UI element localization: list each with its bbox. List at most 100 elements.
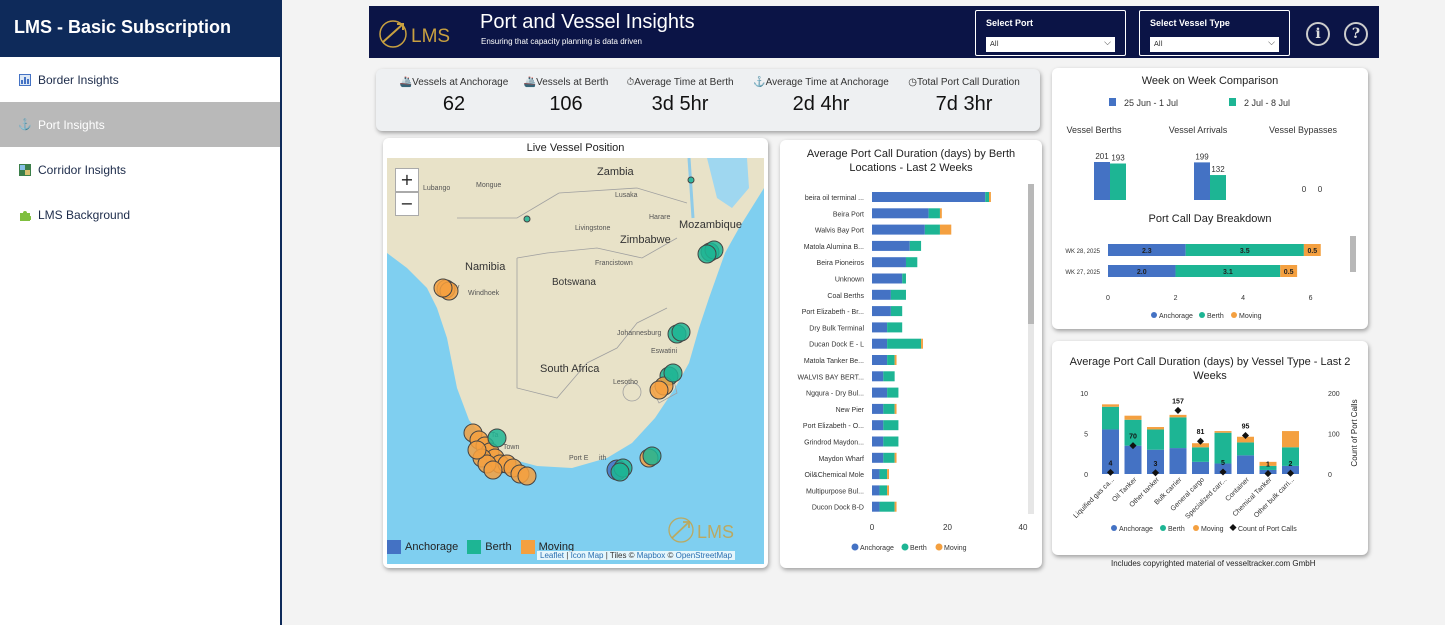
- week-bar-label: 132: [1211, 165, 1225, 174]
- berth-bar-berth: [883, 420, 899, 431]
- daybreakdown-bar-moving: [1280, 265, 1298, 277]
- berth-bar-anchorage: [872, 371, 884, 382]
- attribution-tiles: | Tiles ©: [603, 551, 637, 560]
- info-button[interactable]: i: [1306, 22, 1330, 46]
- anchor-icon: ⚓: [18, 119, 32, 131]
- week-bar: [1194, 162, 1210, 200]
- vessel-markers[interactable]: [433, 176, 724, 486]
- help-button[interactable]: ?: [1344, 22, 1368, 46]
- berth-bar-anchorage: [872, 452, 884, 463]
- kpi-value: 2d 4hr: [792, 93, 850, 115]
- vessel-type-slicer: Select Vessel Type All ⌵: [1139, 10, 1290, 56]
- count-label: 3: [1154, 461, 1158, 468]
- berth-bar-moving: [939, 224, 952, 235]
- berth-category-label: Port Elizabeth - O...: [803, 423, 864, 430]
- legend-diamond: [1229, 523, 1237, 532]
- week-bar-label: 193: [1111, 154, 1125, 163]
- vessel-type-bar-moving: [1147, 427, 1164, 430]
- daybreakdown-x-tick: 2: [1174, 295, 1178, 302]
- count-label: 4: [1109, 460, 1113, 467]
- kpi-value: 7d 3hr: [935, 93, 993, 115]
- zoom-out-button[interactable]: −: [395, 192, 419, 216]
- berth-category-label: beira oil terminal ...: [805, 195, 864, 202]
- berth-x-tick: 40: [1019, 523, 1028, 532]
- y-tick-right: 0: [1328, 472, 1332, 479]
- vessel-type-bar-moving: [1192, 443, 1209, 448]
- vessel-type-category: Specialized carr...: [1184, 476, 1228, 520]
- sidebar-item-corridor-insights[interactable]: Corridor Insights: [0, 147, 280, 192]
- y-tick-left: 0: [1084, 472, 1088, 479]
- count-label: 70: [1129, 434, 1137, 441]
- legend-label: 2 Jul - 8 Jul: [1244, 98, 1290, 108]
- berth-bar-moving: [939, 208, 942, 219]
- week-comparison-chart[interactable]: Week on Week Comparison 25 Jun - 1 Jul 2 J…: [1052, 68, 1368, 329]
- count-label: 81: [1197, 429, 1205, 436]
- vessel-type-select[interactable]: All ⌵: [1150, 37, 1279, 52]
- vessel-marker: [697, 244, 717, 264]
- vessel-type-category: Other bulk carri...: [1253, 476, 1296, 519]
- y-axis-right-label: Count of Port Calls: [1350, 399, 1359, 466]
- legend-dot: [935, 543, 943, 551]
- berth-bar-anchorage: [872, 322, 888, 333]
- sidebar-item-port-insights[interactable]: ⚓ Port Insights: [0, 102, 280, 147]
- legend-label: Count of Port Calls: [1238, 526, 1297, 533]
- vessel-type-bar-anchorage: [1102, 429, 1119, 474]
- daybreakdown-x-tick: 0: [1106, 295, 1110, 302]
- vessel-marker: [487, 428, 507, 448]
- daybreakdown-category: WK 27, 2025: [1065, 270, 1100, 276]
- daybreakdown-bar-berth: [1175, 265, 1281, 277]
- vessel-map[interactable]: Zambia Mozambique Zimbabwe Namibia Botsw…: [387, 158, 764, 564]
- berth-bar-berth: [887, 322, 903, 333]
- sidebar-item-label: Corridor Insights: [38, 162, 127, 177]
- berth-bar-anchorage: [872, 208, 929, 219]
- map-label-lusaka: Lusaka: [615, 192, 638, 199]
- port-select[interactable]: All ⌵: [986, 37, 1115, 52]
- vessel-marker: [523, 215, 531, 223]
- kpi-value: 62: [442, 93, 466, 115]
- berth-bar-berth: [883, 452, 895, 463]
- scrollbar-thumb[interactable]: [1350, 236, 1356, 272]
- sidebar-item-lms-background[interactable]: LMS Background: [0, 192, 280, 237]
- leaflet-link[interactable]: Leaflet: [540, 551, 565, 560]
- y-tick-left: 5: [1084, 432, 1088, 439]
- map-label-port-e: Port E: [569, 455, 589, 462]
- berth-bar-berth: [883, 436, 899, 447]
- kpi-label: Average Time at Berth: [634, 77, 734, 88]
- berth-category-label: New Pier: [836, 407, 865, 414]
- berth-bar-moving: [921, 338, 923, 349]
- chevron-down-icon: ⌵: [1268, 38, 1275, 48]
- map-attribution: Leaflet | Icon Map | Tiles © Mapbox © Op…: [537, 551, 736, 560]
- sidebar-item-border-insights[interactable]: Border Insights: [0, 57, 280, 102]
- daybreakdown-bar-label: 0.5: [1307, 248, 1317, 255]
- osm-link[interactable]: OpenStreetMap: [675, 551, 733, 560]
- kpi-label: Vessels at Berth: [536, 77, 609, 88]
- legend-label: Moving: [944, 545, 967, 552]
- port-slicer: Select Port All ⌵: [975, 10, 1126, 56]
- scrollbar-thumb[interactable]: [1028, 184, 1034, 324]
- vessel-type-bar-moving: [1214, 431, 1232, 433]
- clock-icon: ◷: [908, 77, 917, 88]
- vessel-marker: [642, 446, 662, 466]
- berth-bar-berth: [924, 224, 940, 235]
- y-tick-right: 100: [1328, 432, 1340, 439]
- lms-logo: LMS: [375, 12, 475, 54]
- vessel-marker: [467, 440, 487, 460]
- legend-dot: [1231, 312, 1237, 318]
- berth-bar-moving: [989, 192, 991, 202]
- map-label-botswana: Botswana: [552, 277, 596, 288]
- legend-label: 25 Jun - 1 Jul: [1124, 98, 1178, 108]
- kpi-strip: 🚢Vessels at Anchorage 62 🚢Vessels at Ber…: [376, 69, 1040, 131]
- vessel-type-card: Average Port Call Duration (days) by Ves…: [1052, 341, 1368, 555]
- berth-bar-berth: [879, 501, 895, 512]
- berth-bar-anchorage: [872, 436, 884, 447]
- berth-chart[interactable]: beira oil terminal ... Beira Port Walvis B…: [780, 140, 1042, 568]
- map-label-francistown: Francistown: [595, 260, 633, 267]
- icon-map-link[interactable]: Icon Map: [570, 551, 604, 560]
- legend-label: Berth: [1207, 313, 1224, 320]
- berth-bar-anchorage: [872, 338, 888, 349]
- map-label-livingstone: Livingstone: [575, 225, 611, 232]
- legend-label: Anchorage: [860, 545, 894, 552]
- mapbox-link[interactable]: Mapbox: [636, 551, 666, 560]
- zoom-in-button[interactable]: +: [395, 168, 419, 192]
